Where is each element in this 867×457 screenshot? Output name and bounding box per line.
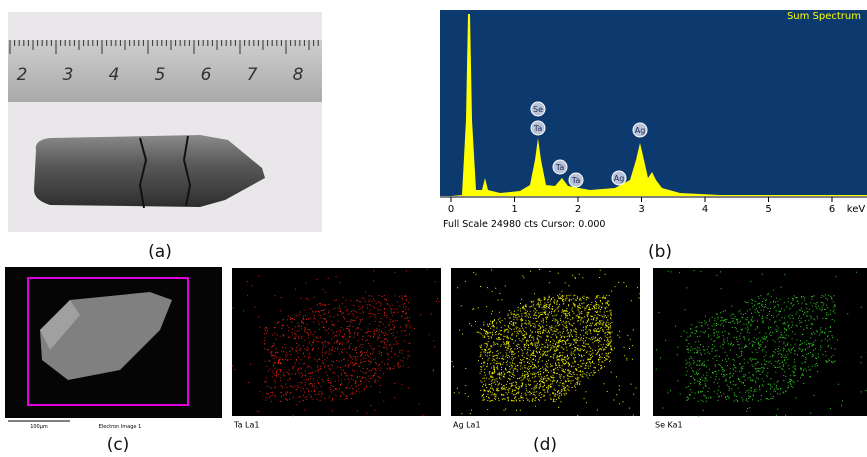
map-label: Se Ka1 [655, 421, 683, 430]
spectrum-footer: Full Scale 24980 cts Cursor: 0.000 [443, 219, 605, 230]
spectrum-panel [440, 10, 867, 232]
spectrum-title: Sum Spectrum [787, 11, 861, 22]
ruler-number: 4 [109, 65, 120, 85]
image-name: Electron Image 1 [99, 424, 142, 430]
peak-label: Ta [571, 176, 581, 185]
ruler-number: 2 [17, 65, 28, 85]
panel-label: (a) [148, 242, 172, 262]
peak-label: Ta [533, 124, 543, 133]
axis-unit: keV [847, 204, 866, 215]
ruler-number: 5 [155, 65, 166, 85]
axis-tick-label: 0 [448, 204, 454, 215]
ruler-number: 7 [247, 65, 258, 85]
ruler-number: 3 [63, 65, 74, 85]
panel-label: (c) [107, 435, 130, 455]
axis-tick-label: 2 [575, 204, 581, 215]
axis-tick-label: 1 [511, 204, 517, 215]
map-label: Ag La1 [453, 421, 481, 430]
ruler-number: 6 [201, 65, 212, 85]
panel-label: (b) [648, 242, 672, 262]
peak-label: Ta [555, 163, 565, 172]
map-label: Ta La1 [233, 421, 259, 430]
peak-label: Ag [635, 126, 646, 135]
photo-panel [8, 12, 322, 232]
peak-label: Se [533, 105, 543, 114]
axis-tick-label: 3 [638, 204, 644, 215]
peak-label: Ag [614, 174, 625, 183]
scale-bar: 100µm [30, 424, 48, 430]
figure: (a) Sum Spectrum Full Scale 24980 cts Cu… [0, 0, 867, 457]
axis-tick-label: 5 [765, 204, 771, 215]
panel-label: (d) [533, 435, 557, 455]
axis-tick-label: 6 [829, 204, 835, 215]
sem-panel [5, 267, 222, 421]
ruler-number: 8 [293, 65, 304, 85]
axis-tick-label: 4 [702, 204, 708, 215]
map-panel [232, 268, 867, 417]
